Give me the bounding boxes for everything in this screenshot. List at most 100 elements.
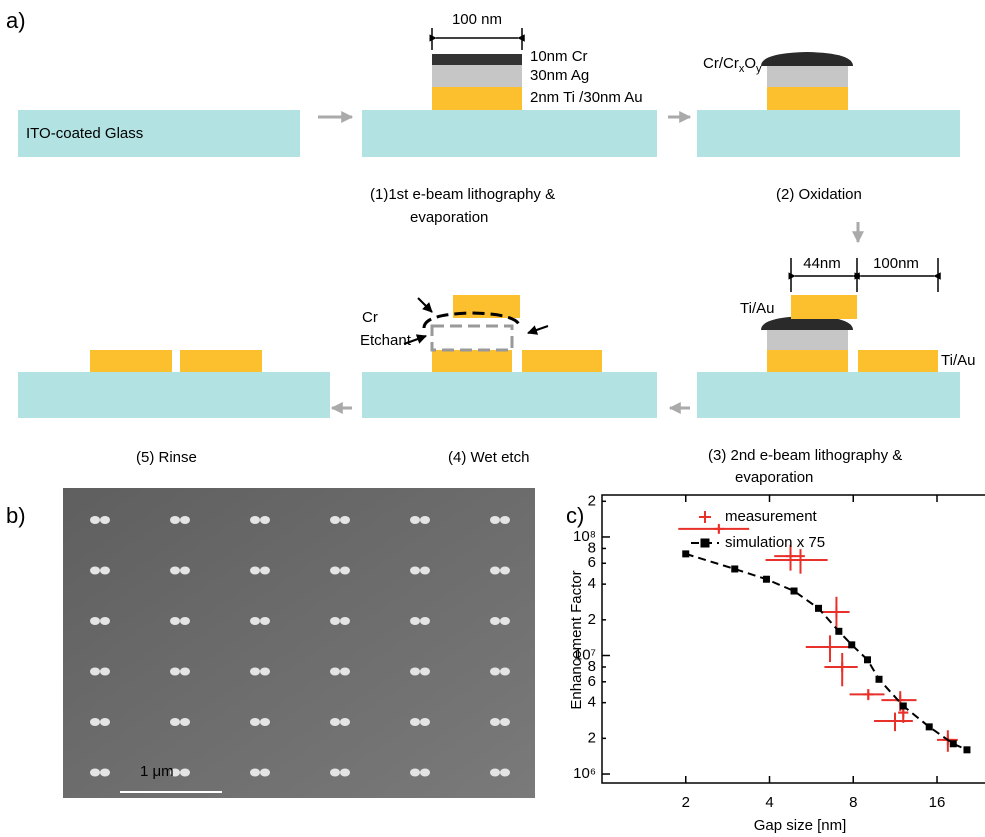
data-point bbox=[900, 702, 907, 709]
nanoparticle bbox=[260, 567, 270, 575]
nanoparticle bbox=[260, 718, 270, 726]
nanoparticle bbox=[170, 668, 180, 676]
nanoparticle bbox=[490, 617, 500, 625]
legend-marker bbox=[701, 539, 710, 548]
substrate-label: ITO-coated Glass bbox=[26, 125, 143, 142]
nanoparticle bbox=[250, 567, 260, 575]
removed-layer bbox=[432, 326, 512, 350]
au-layer bbox=[180, 350, 262, 372]
nanoparticle bbox=[490, 516, 500, 524]
ag-layer bbox=[432, 65, 522, 87]
nanoparticle bbox=[410, 617, 420, 625]
cr-layer bbox=[432, 54, 522, 65]
arrow bbox=[528, 326, 548, 333]
nanoparticle bbox=[180, 769, 190, 777]
x-tick-label: 16 bbox=[929, 794, 946, 811]
nanoparticle bbox=[250, 516, 260, 524]
nanoparticle bbox=[410, 668, 420, 676]
nanoparticle bbox=[100, 516, 110, 524]
layer-label: 10nm Cr bbox=[530, 48, 588, 65]
nanoparticle bbox=[500, 617, 510, 625]
dimension-label: 100 nm bbox=[452, 11, 502, 28]
ag-layer bbox=[767, 63, 848, 87]
nanoparticle bbox=[420, 718, 430, 726]
nanoparticle bbox=[500, 718, 510, 726]
panel-label: c) bbox=[566, 503, 584, 528]
au-layer bbox=[858, 350, 938, 372]
oxide-cap bbox=[761, 52, 853, 66]
au-layer bbox=[767, 350, 848, 372]
nanoparticle bbox=[500, 516, 510, 524]
nanoparticle bbox=[340, 567, 350, 575]
etchant-label: Etchant bbox=[360, 332, 412, 349]
series-line bbox=[686, 554, 967, 750]
y-axis-label: Enhancement Factor bbox=[568, 570, 585, 709]
nanoparticle bbox=[260, 617, 270, 625]
nanoparticle bbox=[490, 718, 500, 726]
data-point bbox=[815, 605, 822, 612]
nanoparticle bbox=[90, 668, 100, 676]
nanoparticle bbox=[250, 769, 260, 777]
layer-label: 2nm Ti /30nm Au bbox=[530, 89, 643, 106]
data-point bbox=[763, 576, 770, 583]
au-layer bbox=[432, 350, 512, 372]
data-point bbox=[825, 642, 835, 652]
data-point bbox=[731, 565, 738, 572]
nanoparticle bbox=[330, 718, 340, 726]
nanoparticle bbox=[330, 516, 340, 524]
text-part: y bbox=[756, 63, 762, 75]
nanoparticle bbox=[250, 668, 260, 676]
nanoparticle bbox=[260, 516, 270, 524]
nanoparticle bbox=[180, 718, 190, 726]
nanoparticle bbox=[180, 668, 190, 676]
nanoparticle bbox=[340, 617, 350, 625]
legend-label: simulation x 75 bbox=[725, 534, 825, 551]
chart: 2481610⁶246810⁷246810⁸2Gap size [nm]Enha… bbox=[568, 492, 985, 834]
substrate bbox=[362, 110, 657, 157]
nanoparticle bbox=[340, 718, 350, 726]
nanoparticle bbox=[410, 769, 420, 777]
step-caption: (5) Rinse bbox=[136, 449, 197, 466]
nanoparticle bbox=[260, 769, 270, 777]
substrate bbox=[697, 372, 960, 418]
arrow bbox=[418, 298, 432, 312]
y-tick-label: 2 bbox=[588, 611, 596, 628]
nanoparticle bbox=[180, 567, 190, 575]
layer-label: Ti/Au bbox=[740, 300, 774, 317]
step-caption: (3) 2nd e-beam lithography & bbox=[708, 447, 902, 464]
x-tick-label: 4 bbox=[765, 794, 773, 811]
data-point bbox=[864, 656, 871, 663]
substrate bbox=[18, 372, 330, 418]
nanoparticle bbox=[100, 718, 110, 726]
data-point bbox=[863, 689, 873, 699]
nanoparticle bbox=[180, 516, 190, 524]
dimension-label: 100nm bbox=[873, 255, 919, 272]
y-tick-label: 2 bbox=[588, 729, 596, 746]
nanoparticle bbox=[90, 617, 100, 625]
y-tick-label: 6 bbox=[588, 673, 596, 690]
legend-marker bbox=[699, 511, 711, 523]
nanoparticle bbox=[100, 668, 110, 676]
data-point bbox=[835, 628, 842, 635]
legend-label: measurement bbox=[725, 508, 818, 525]
panel-label: b) bbox=[6, 503, 26, 528]
etchant-label: Cr bbox=[362, 309, 378, 326]
data-point bbox=[890, 716, 900, 726]
x-tick-label: 2 bbox=[682, 794, 690, 811]
au-layer bbox=[90, 350, 172, 372]
nanoparticle bbox=[170, 617, 180, 625]
y-tick-label: 10⁸ bbox=[573, 528, 596, 545]
data-point bbox=[831, 607, 841, 617]
nanoparticle bbox=[420, 516, 430, 524]
sem-image: 1 μm bbox=[63, 488, 535, 798]
nanoparticle bbox=[420, 617, 430, 625]
nanoparticle bbox=[330, 769, 340, 777]
layer-label: Ti/Au bbox=[941, 352, 975, 369]
nanoparticle bbox=[420, 567, 430, 575]
data-point bbox=[926, 723, 933, 730]
substrate bbox=[362, 372, 657, 418]
nanoparticle bbox=[500, 567, 510, 575]
nanoparticle bbox=[420, 668, 430, 676]
nanoparticle bbox=[500, 769, 510, 777]
x-axis-label: Gap size [nm] bbox=[754, 817, 847, 834]
